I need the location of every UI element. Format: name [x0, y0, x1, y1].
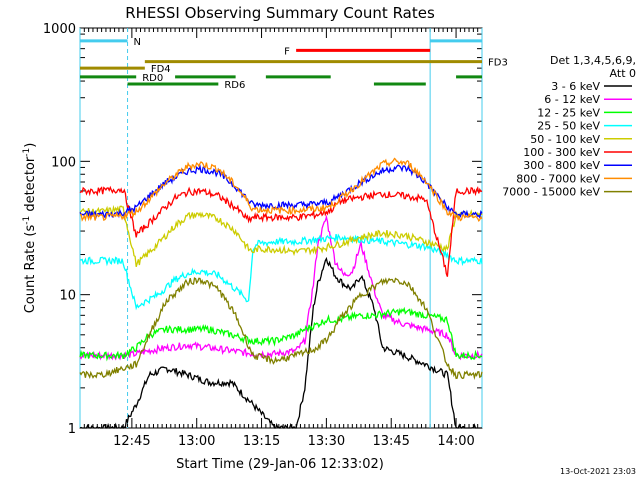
y-axis-label: Count Rate (s-1 detector-1): [22, 143, 38, 314]
series-line: [79, 233, 483, 311]
legend-entry-label: 100 - 300 keV: [523, 146, 600, 159]
series-lines: [79, 157, 483, 429]
series-line: [79, 306, 483, 362]
y-tick-label: 100: [51, 155, 76, 170]
timestamp: 13-Oct-2021 23:03: [560, 467, 636, 476]
x-axis: 12:45 13:00 13:15 13:30 13:45 14:00: [79, 28, 483, 449]
series-line: [79, 204, 483, 267]
legend-header: Det 1,3,4,5,6,9,: [550, 54, 636, 67]
flag-label: N: [134, 37, 141, 48]
y-tick-label: 1000: [43, 22, 76, 37]
x-axis-label: Start Time (29-Jan-06 12:33:02): [176, 457, 384, 472]
series-line: [79, 185, 483, 277]
y-tick-label: 10: [59, 289, 76, 304]
x-tick-label: 13:00: [178, 434, 215, 449]
x-tick-label: 14:00: [437, 434, 474, 449]
legend-entry-label: 300 - 800 keV: [523, 159, 600, 172]
x-tick-label: 13:45: [372, 434, 409, 449]
legend-entry-label: 3 - 6 keV: [551, 80, 600, 93]
legend-entry-label: 25 - 50 keV: [537, 120, 600, 133]
series-line: [79, 256, 482, 429]
legend-entry-label: 800 - 7000 keV: [516, 172, 600, 185]
legend-entry-label: 50 - 100 keV: [530, 133, 600, 146]
legend-entry-label: 7000 - 15000 keV: [502, 186, 600, 199]
series-line: [79, 157, 483, 222]
x-tick-label: 13:30: [308, 434, 345, 449]
x-tick-label: 13:15: [243, 434, 280, 449]
flag-label: FD3: [488, 58, 508, 69]
series-line: [79, 214, 483, 361]
flag-label: F: [284, 46, 290, 57]
flag-label: FD4: [151, 64, 171, 75]
legend-entry-label: 6 - 12 keV: [544, 93, 600, 106]
flag-label: RD6: [224, 80, 245, 91]
legend-header: Att 0: [610, 67, 636, 80]
y-tick-label: 1: [68, 422, 76, 437]
legend-entry-label: 12 - 25 keV: [537, 106, 600, 119]
flag-label: RD0: [142, 73, 163, 84]
series-line: [79, 277, 483, 381]
y-axis: 1 10 100 1000: [43, 22, 482, 437]
chart-title: RHESSI Observing Summary Count Rates: [125, 4, 435, 22]
x-tick-label: 12:45: [113, 434, 150, 449]
